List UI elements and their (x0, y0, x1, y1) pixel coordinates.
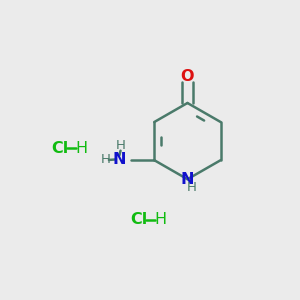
Text: H: H (75, 140, 87, 155)
Text: H: H (116, 139, 125, 152)
Text: N: N (112, 152, 126, 166)
Text: Cl: Cl (130, 212, 147, 227)
Text: H: H (154, 212, 166, 227)
Text: Cl: Cl (51, 140, 68, 155)
Text: N: N (181, 172, 194, 187)
Text: H: H (100, 153, 110, 166)
Text: H: H (187, 181, 196, 194)
Text: O: O (181, 69, 194, 84)
